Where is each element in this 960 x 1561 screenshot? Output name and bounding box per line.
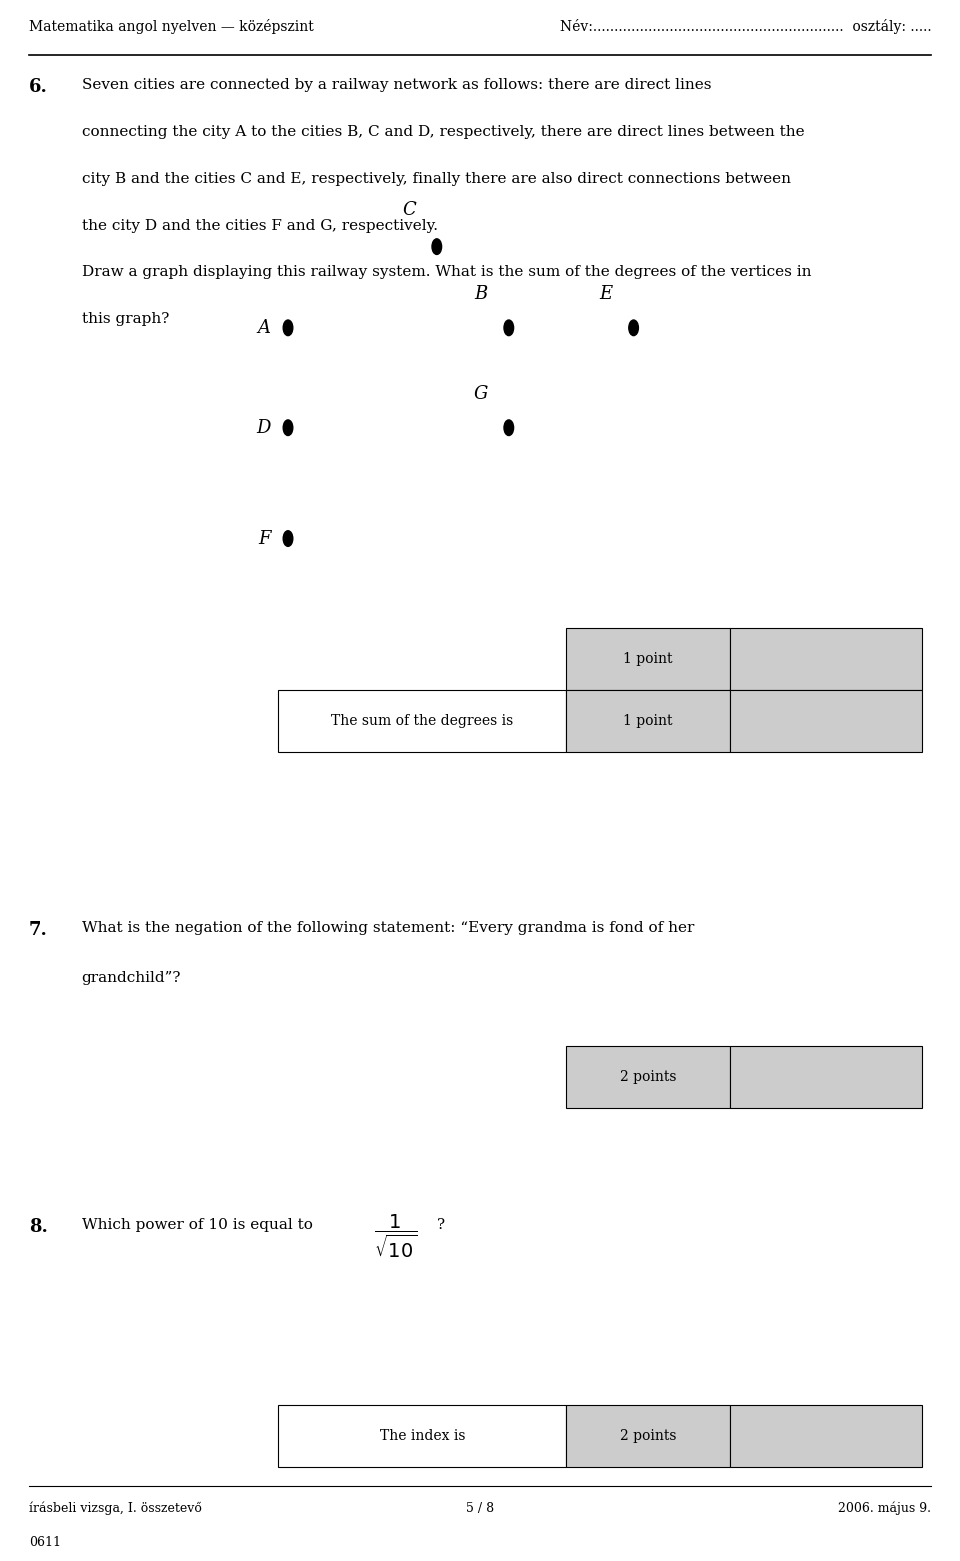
Text: 7.: 7. <box>29 921 48 940</box>
Text: 5 / 8: 5 / 8 <box>466 1502 494 1514</box>
Bar <box>730 628 922 690</box>
Text: írásbeli vizsga, I. összetevő: írásbeli vizsga, I. összetevő <box>29 1502 202 1516</box>
Circle shape <box>504 420 514 436</box>
Circle shape <box>283 531 293 546</box>
Text: C: C <box>402 200 416 219</box>
Text: 6.: 6. <box>29 78 48 97</box>
Text: E: E <box>599 284 612 303</box>
Bar <box>278 690 566 752</box>
Text: What is the negation of the following statement: “Every grandma is fond of her: What is the negation of the following st… <box>82 921 694 935</box>
Text: this graph?: this graph? <box>82 312 169 326</box>
Circle shape <box>432 239 442 254</box>
Circle shape <box>283 320 293 336</box>
Text: F: F <box>258 529 271 548</box>
Text: B: B <box>474 284 488 303</box>
Text: 2006. május 9.: 2006. május 9. <box>838 1502 931 1516</box>
Text: G: G <box>473 384 488 403</box>
Text: D: D <box>256 418 271 437</box>
Bar <box>730 690 922 752</box>
Text: 8.: 8. <box>29 1218 48 1236</box>
Text: Which power of 10 is equal to: Which power of 10 is equal to <box>82 1218 312 1232</box>
Text: city B and the cities C and E, respectively, finally there are also direct conne: city B and the cities C and E, respectiv… <box>82 172 791 186</box>
Text: 1 point: 1 point <box>623 652 673 665</box>
Bar <box>566 1046 730 1108</box>
Bar <box>566 1405 730 1467</box>
Text: A: A <box>257 318 271 337</box>
Text: Draw a graph displaying this railway system. What is the sum of the degrees of t: Draw a graph displaying this railway sys… <box>82 265 811 279</box>
Bar <box>730 1405 922 1467</box>
Text: 2 points: 2 points <box>620 1430 676 1442</box>
Bar <box>566 690 730 752</box>
Text: $\dfrac{1}{\sqrt{10}}$: $\dfrac{1}{\sqrt{10}}$ <box>374 1213 418 1260</box>
Text: The index is: The index is <box>379 1430 466 1442</box>
Text: 2 points: 2 points <box>620 1071 676 1083</box>
Text: 1 point: 1 point <box>623 715 673 727</box>
Text: grandchild”?: grandchild”? <box>82 971 181 985</box>
Text: The sum of the degrees is: The sum of the degrees is <box>331 715 514 727</box>
Bar <box>278 1405 566 1467</box>
Text: Matematika angol nyelven — középszint: Matematika angol nyelven — középszint <box>29 19 314 34</box>
Text: connecting the city A to the cities B, C and D, respectively, there are direct l: connecting the city A to the cities B, C… <box>82 125 804 139</box>
Circle shape <box>629 320 638 336</box>
Text: Név:...........................................................  osztály: .....: Név:....................................… <box>560 19 931 34</box>
Circle shape <box>504 320 514 336</box>
Text: the city D and the cities F and G, respectively.: the city D and the cities F and G, respe… <box>82 219 438 233</box>
Bar <box>566 628 730 690</box>
Text: ?: ? <box>437 1218 444 1232</box>
Text: Seven cities are connected by a railway network as follows: there are direct lin: Seven cities are connected by a railway … <box>82 78 711 92</box>
Bar <box>730 1046 922 1108</box>
Text: 0611: 0611 <box>29 1536 60 1549</box>
Circle shape <box>283 420 293 436</box>
